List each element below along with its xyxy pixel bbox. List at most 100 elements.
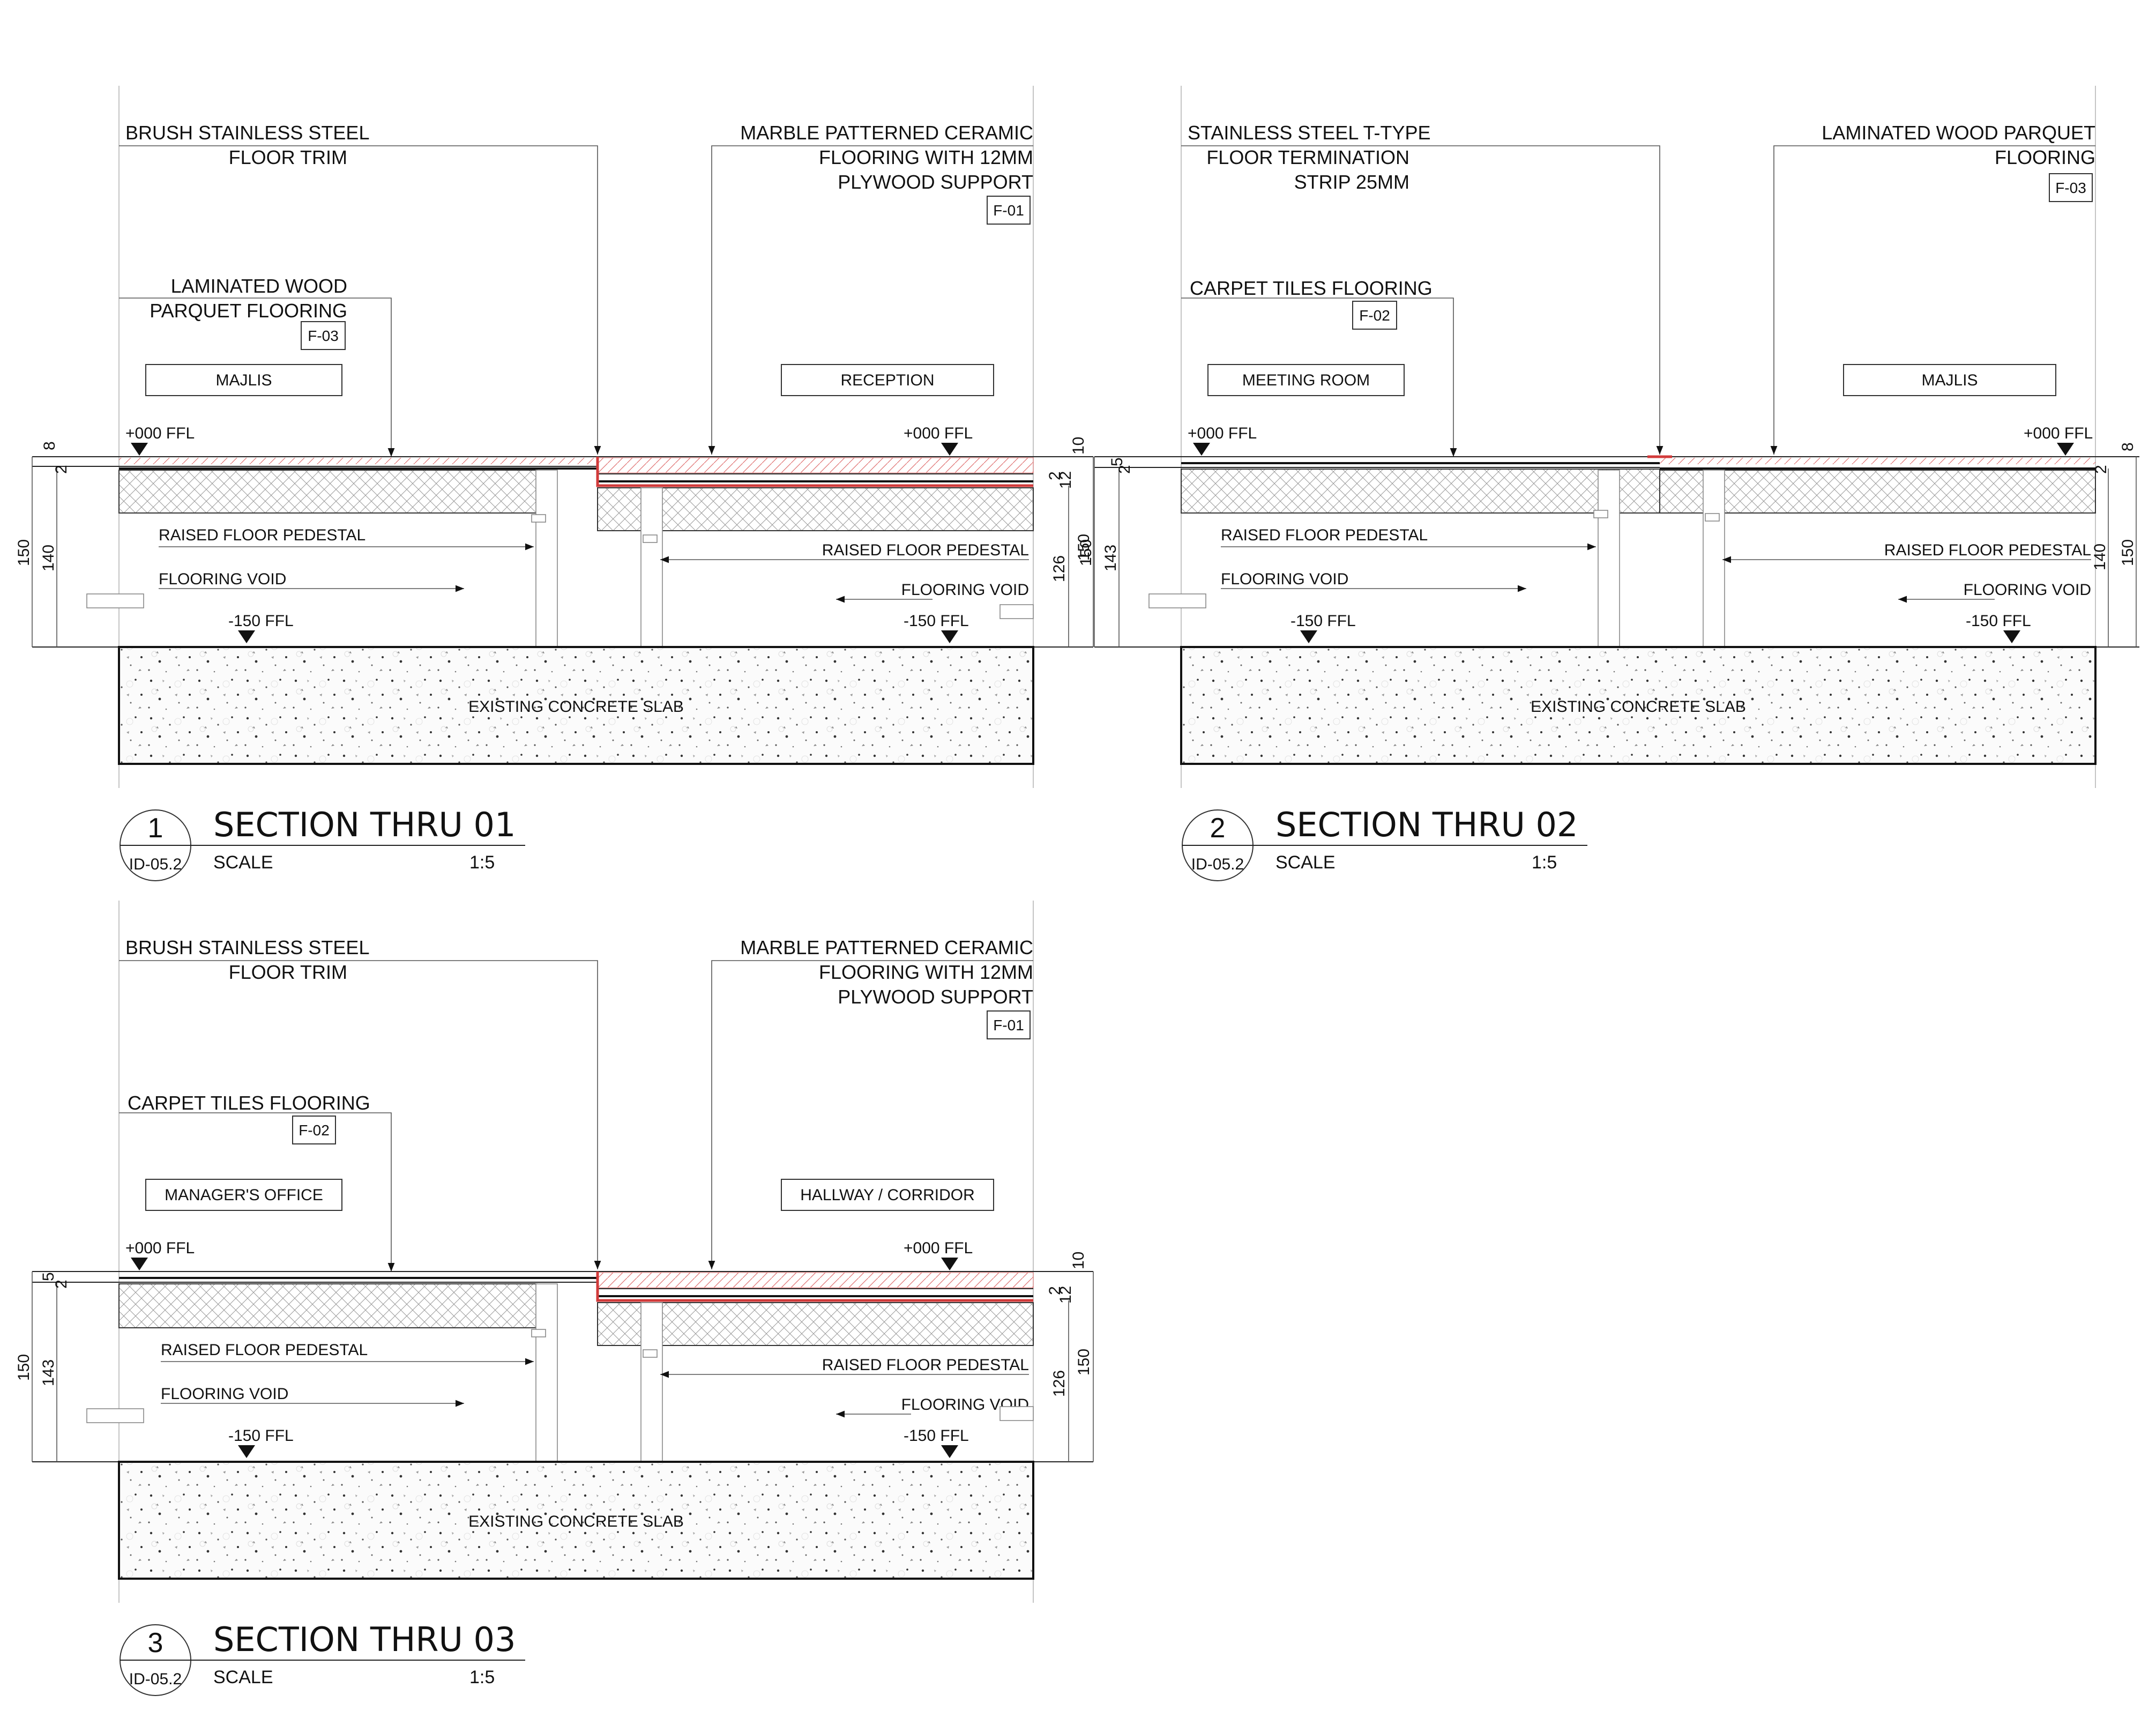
room-right-label: RECEPTION — [840, 371, 934, 389]
finish-left-tag: F-02 — [1359, 307, 1390, 324]
pedestal-1 — [535, 470, 558, 648]
floor-trim-red — [596, 457, 1033, 487]
ffl-top-right: +000 FFL — [904, 1239, 973, 1257]
finish-right-line-3: PLYWOOD SUPPORT — [838, 986, 1033, 1008]
section-number: 2 — [1210, 813, 1226, 844]
dim-left-2: 2 — [53, 1280, 70, 1289]
scale-label: SCALE — [213, 852, 273, 873]
finish-left-leader — [1181, 298, 1457, 457]
floor-panel-left — [118, 1283, 538, 1328]
section-title: SECTION THRU 02 — [1275, 805, 1578, 844]
pedestal-2 — [640, 1302, 663, 1462]
floor-panel-right — [597, 487, 1034, 531]
dim-left-3: 150 — [15, 1354, 33, 1381]
dim-right-3: 140 — [2091, 544, 2109, 570]
dim-left-1: 5 — [1108, 457, 1126, 466]
concrete-slab — [118, 1461, 1034, 1580]
void-label-right: FLOORING VOID — [1964, 581, 2091, 599]
dim-left-4: 143 — [1102, 545, 1120, 571]
finish-left-leader — [119, 1112, 395, 1272]
dim-right-2: 2 — [1046, 471, 1064, 480]
finish-right-leader — [708, 960, 1033, 1269]
finish-right-tag: F-01 — [993, 1017, 1024, 1033]
finish-left-tag: F-03 — [308, 328, 339, 344]
room-tag-left — [145, 364, 342, 396]
dim-right-1: 8 — [2119, 442, 2137, 451]
void-label-left: FLOORING VOID — [161, 1385, 288, 1403]
section-number: 1 — [148, 813, 163, 844]
dim-left-1: 5 — [40, 1272, 57, 1281]
dim-right-4: 150 — [2119, 539, 2137, 566]
finish-right-line-3: PLYWOOD SUPPORT — [838, 171, 1033, 193]
room-right-label: MAJLIS — [1921, 371, 1978, 389]
dim-right-1: 10 — [1070, 437, 1087, 455]
ffl-bottom-right: -150 FFL — [904, 612, 969, 630]
floor-panel-right — [1659, 470, 2096, 514]
slab-label: EXISTING CONCRETE SLAB — [468, 1513, 684, 1530]
ffl-bottom-right: -150 FFL — [904, 1427, 969, 1445]
dim-right-2: 2 — [2092, 465, 2110, 474]
finish-left-leader — [119, 298, 395, 457]
dim-left-3: 150 — [1077, 539, 1095, 566]
dim-right-5: 150 — [1075, 1349, 1093, 1375]
floor-trim-red — [596, 1272, 1033, 1302]
dim-left-3: 150 — [15, 539, 33, 566]
finish-right-line-2: FLOORING WITH 12MM — [819, 961, 1033, 983]
dim-left-2: 2 — [53, 465, 70, 474]
ffl-bottom-left: -150 FFL — [228, 1427, 294, 1445]
scale-value: 1:5 — [469, 1667, 495, 1687]
room-left-label: MANAGER'S OFFICE — [165, 1186, 323, 1204]
sheet-reference: ID-05.2 — [129, 856, 182, 873]
void-label-left: FLOORING VOID — [159, 570, 286, 588]
sheet-reference: ID-05.2 — [129, 1670, 182, 1688]
ffl-bottom-left: -150 FFL — [228, 612, 294, 630]
pedestal-label-left: RAISED FLOOR PEDESTAL — [161, 1341, 368, 1359]
dim-right-1: 10 — [1070, 1252, 1087, 1269]
slab-label: EXISTING CONCRETE SLAB — [468, 698, 684, 716]
dim-left-4: 140 — [40, 545, 57, 571]
pedestal-1 — [1598, 470, 1620, 648]
scale-value: 1:5 — [469, 852, 495, 873]
room-tag-left — [1207, 364, 1405, 396]
dim-right-4: 126 — [1050, 555, 1068, 582]
finish-right-line-1: LAMINATED WOOD PARQUET — [1822, 122, 2095, 144]
finish-right-line-2: FLOORING WITH 12MM — [819, 146, 1033, 168]
pedestal-1 — [535, 1283, 558, 1462]
concrete-slab — [1180, 646, 2097, 765]
finish-right-line-1: MARBLE PATTERNED CERAMIC — [740, 122, 1033, 144]
trim-leader — [119, 145, 601, 455]
section-title: SECTION THRU 03 — [213, 1620, 516, 1659]
room-tag-right — [781, 1179, 994, 1211]
finish-right-tag: F-03 — [2055, 180, 2086, 196]
finish-right-line-1: MARBLE PATTERNED CERAMIC — [740, 936, 1033, 958]
pedestal-label-right: RAISED FLOOR PEDESTAL — [822, 541, 1029, 559]
finish-right-leader — [708, 145, 1033, 455]
ffl-top-left: +000 FFL — [1188, 425, 1257, 442]
section-3: BRUSH STAINLESS STEEL FLOOR TRIM MARBLE … — [15, 901, 1094, 1696]
dim-right-3: 12 — [1057, 1286, 1075, 1304]
scale-value: 1:5 — [1532, 852, 1557, 873]
pedestal-label-right: RAISED FLOOR PEDESTAL — [822, 1356, 1029, 1374]
trim-label-line-1: STAINLESS STEEL T-TYPE — [1188, 122, 1430, 144]
void-label-right: FLOORING VOID — [901, 581, 1029, 599]
trim-label-line-1: BRUSH STAINLESS STEEL — [125, 936, 369, 958]
finish-left-line-1: CARPET TILES FLOORING — [128, 1092, 370, 1114]
finish-right-tag: F-01 — [993, 202, 1024, 219]
pedestal-2 — [640, 487, 663, 648]
trim-label-line-2: FLOOR TRIM — [229, 146, 347, 168]
pedestal-label-left: RAISED FLOOR PEDESTAL — [1221, 526, 1428, 544]
section-number: 3 — [148, 1627, 163, 1659]
finish-right-line-2: FLOORING — [1995, 146, 2095, 168]
dim-right-2: 2 — [1046, 1286, 1064, 1295]
finish-right-leader — [1770, 145, 2095, 455]
section-1: BRUSH STAINLESS STEEL FLOOR TRIM MARBLE … — [15, 86, 1094, 881]
dim-right-3: 12 — [1057, 471, 1075, 489]
dim-left-2: 2 — [1116, 465, 1133, 474]
finish-left-line-1: LAMINATED WOOD — [171, 275, 347, 297]
section-2: STAINLESS STEEL T-TYPE FLOOR TERMINATION… — [1077, 86, 2139, 881]
room-left-label: MEETING ROOM — [1242, 371, 1370, 389]
ffl-top-right: +000 FFL — [2024, 425, 2093, 442]
trim-label-line-2: FLOOR TERMINATION — [1206, 146, 1409, 168]
ffl-top-right: +000 FFL — [904, 425, 973, 442]
